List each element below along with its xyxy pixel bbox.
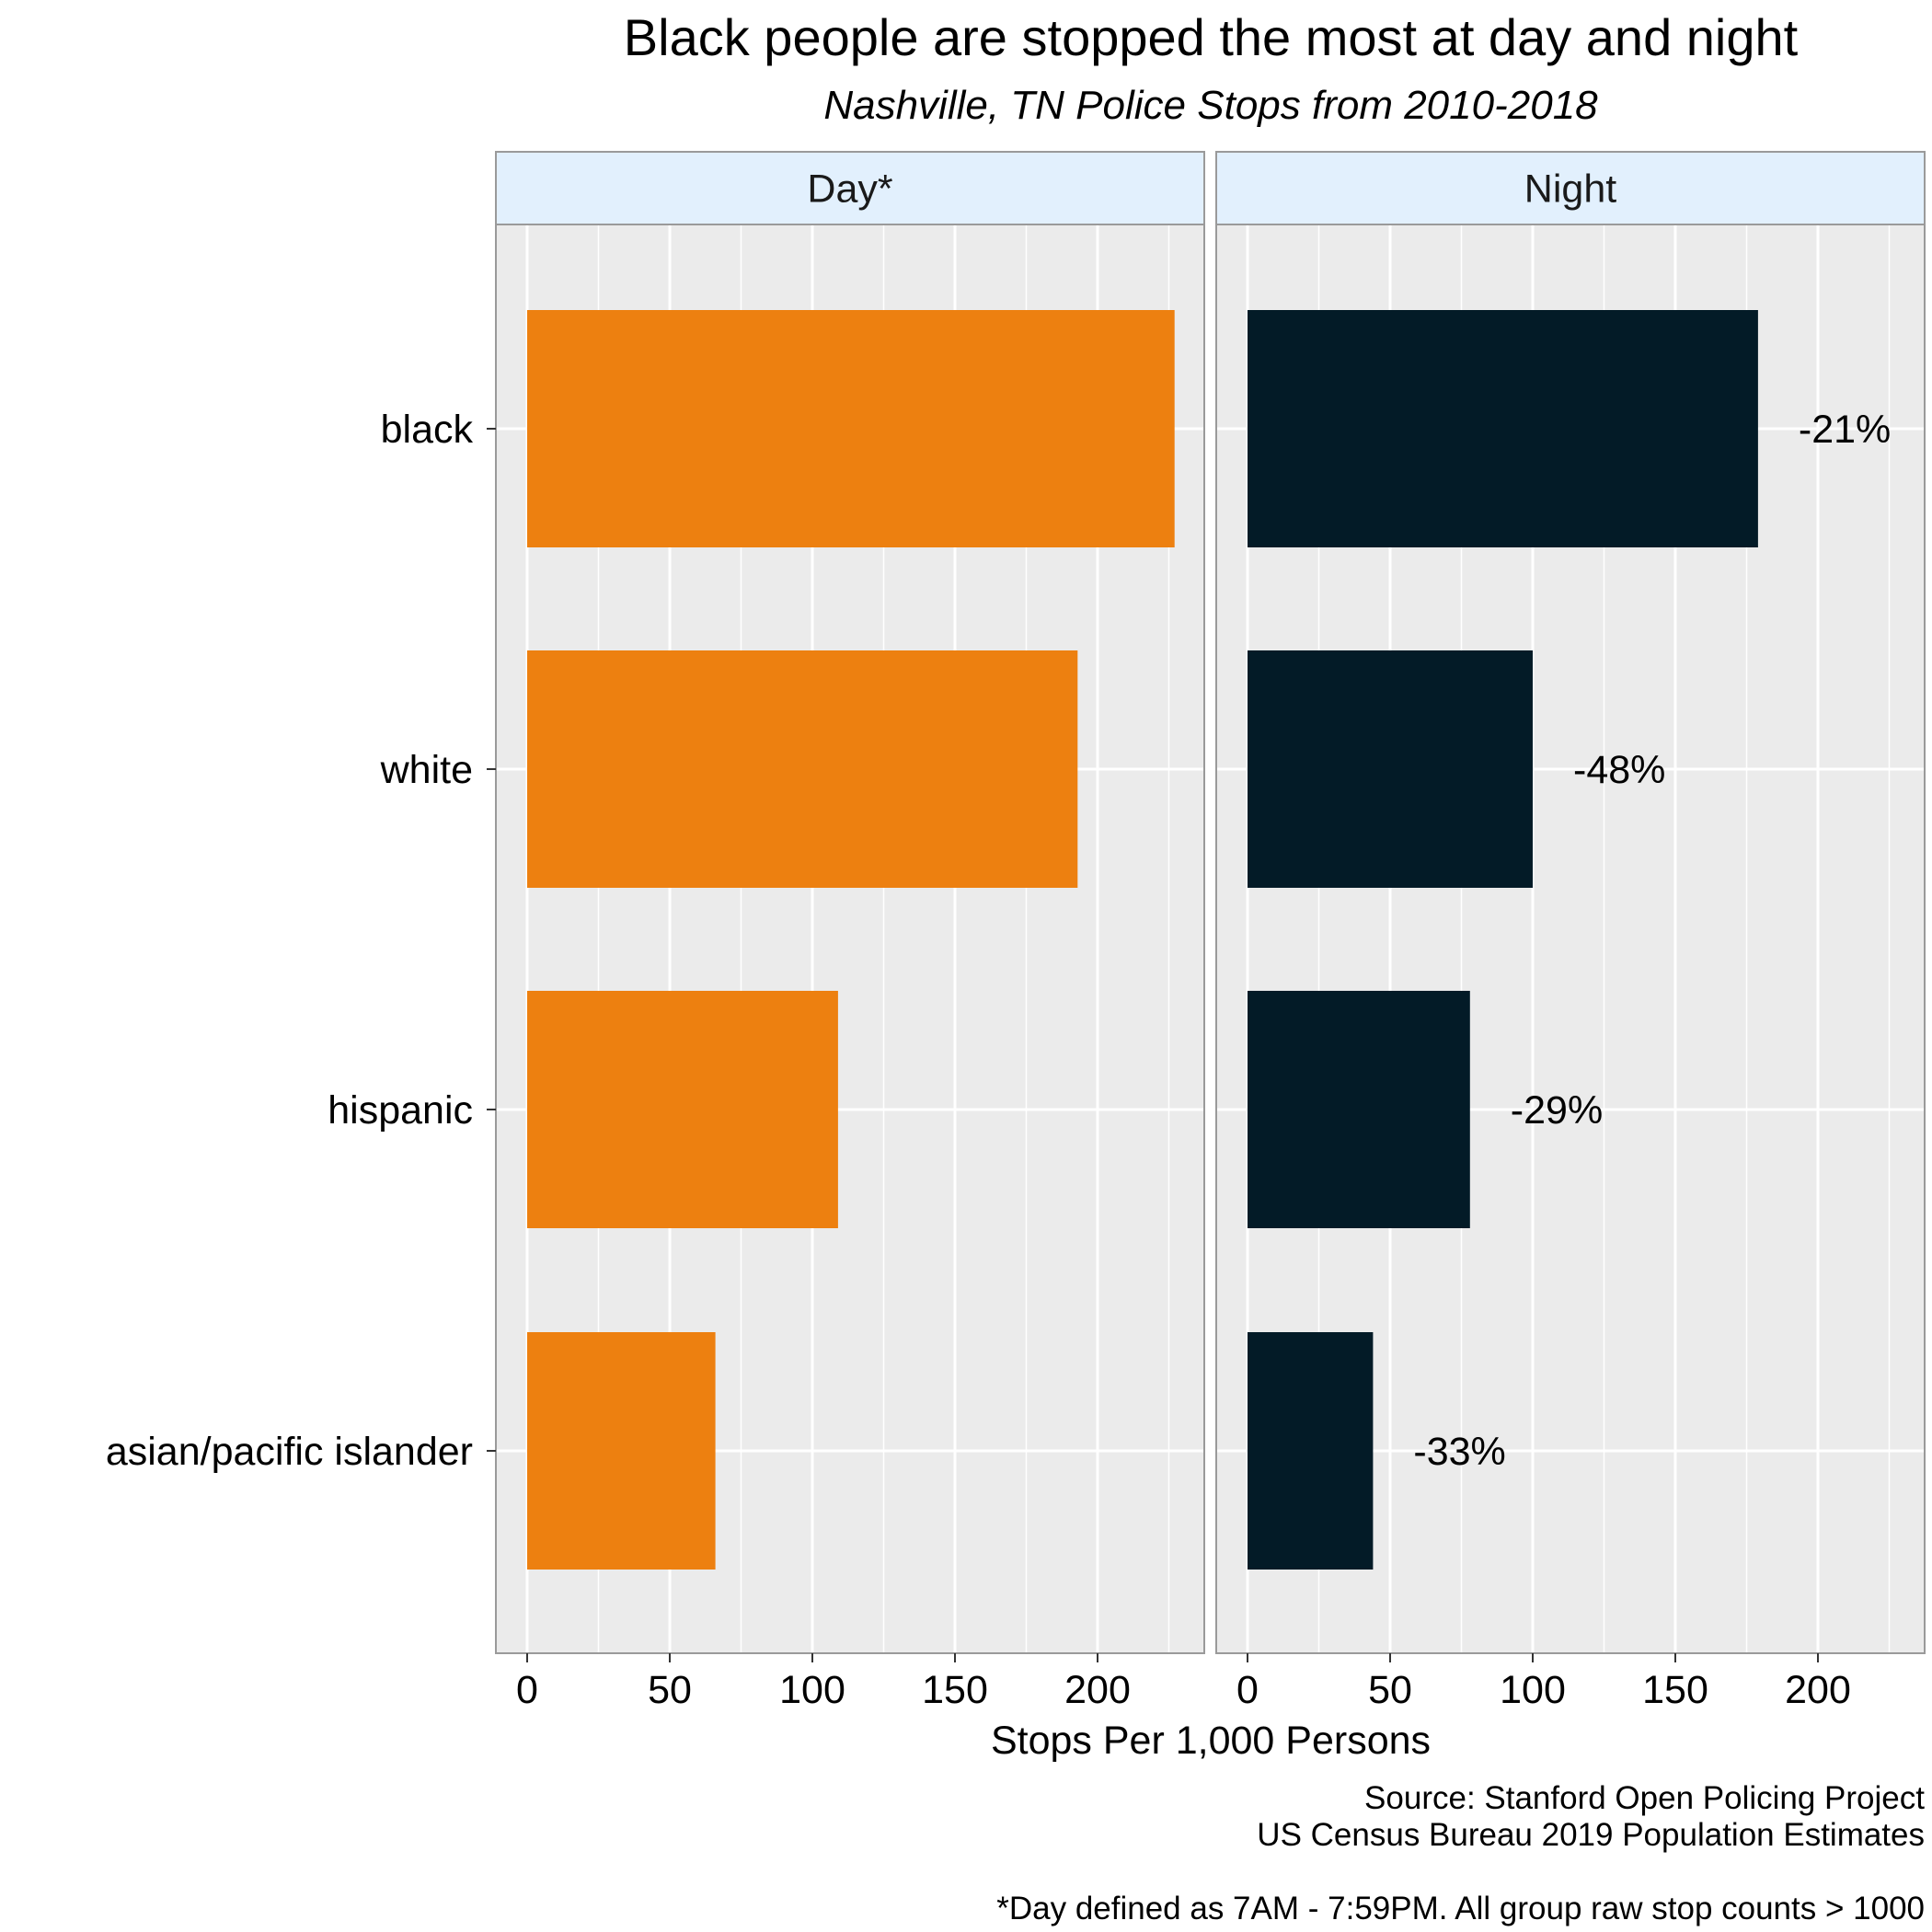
x-tick-label: 50 <box>648 1668 692 1712</box>
caption-footnote: *Day defined as 7AM - 7:59PM. All group … <box>996 1891 1925 1926</box>
bar-data-label: -29% <box>1511 1088 1603 1133</box>
x-tick-label: 100 <box>779 1668 845 1712</box>
bar-black <box>527 310 1175 547</box>
facet-strip-label: Night <box>1524 167 1616 212</box>
category-label: white <box>380 748 473 792</box>
x-tick-label: 0 <box>1236 1668 1259 1712</box>
facet-strip <box>495 151 1205 225</box>
x-tick-label: 150 <box>922 1668 988 1712</box>
facet-strip <box>1215 151 1926 225</box>
facet-panel-day: Day* 0 50 100 150 200 <box>495 151 1205 1712</box>
category-axis-labels: black white hispanic asian/pacific islander <box>106 408 496 1474</box>
category-label: asian/pacific islander <box>106 1430 473 1474</box>
x-tick-label: 50 <box>1368 1668 1412 1712</box>
facet-strip-label: Day* <box>807 167 892 212</box>
x-tick-label: 200 <box>1785 1668 1851 1712</box>
x-tick-label: 200 <box>1064 1668 1131 1712</box>
caption-census: US Census Bureau 2019 Population Estimat… <box>1257 1817 1925 1853</box>
facet-panel-night: -21% -48% -29% -33% Night 0 50 100 150 200 <box>1215 151 1926 1712</box>
category-label: hispanic <box>328 1088 473 1133</box>
x-tick-label: 150 <box>1642 1668 1708 1712</box>
bar-white <box>527 650 1078 888</box>
facet-panels: Day* 0 50 100 150 200 -21% -48% -29% -33% Night 0 50… <box>495 151 1926 1712</box>
bar-data-label: -48% <box>1573 748 1665 792</box>
bar-asian-pacific-islander <box>527 1332 716 1570</box>
bar-hispanic <box>527 991 838 1228</box>
bar-hispanic <box>1248 991 1470 1228</box>
x-tick-label: 0 <box>516 1668 538 1712</box>
x-axis-title: Stops Per 1,000 Persons <box>991 1719 1431 1763</box>
bar-data-label: -21% <box>1799 408 1891 452</box>
caption-source: Source: Stanford Open Policing Project <box>1364 1780 1925 1816</box>
bar-black <box>1248 310 1758 547</box>
x-tick-label: 100 <box>1500 1668 1566 1712</box>
chart-title: Black people are stopped the most at day… <box>624 8 1799 66</box>
bar-asian-pacific-islander <box>1248 1332 1374 1570</box>
bar-white <box>1248 650 1533 888</box>
chart-subtitle: Nashville, TN Police Stops from 2010-201… <box>823 83 1598 128</box>
category-label: black <box>381 408 474 452</box>
bar-data-label: -33% <box>1413 1430 1505 1474</box>
